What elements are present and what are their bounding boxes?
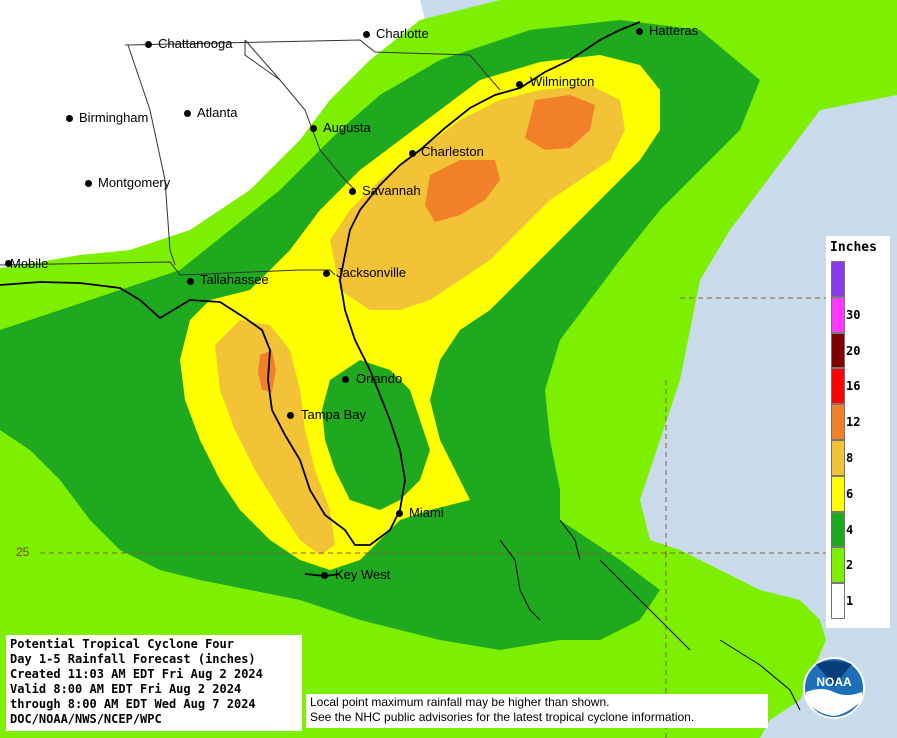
legend-tick-label: 8 [846, 450, 854, 465]
legend-tick-label: 2 [846, 558, 854, 573]
legend-tick-label: 1 [846, 594, 854, 609]
legend-tick-label: 20 [846, 343, 861, 358]
rain-zone-8-12-ga-sc [425, 160, 500, 222]
city-label-tallahassee: Tallahassee [200, 272, 269, 287]
noaa-logo: NOAA [803, 657, 865, 719]
city-dot-hatteras [636, 28, 643, 35]
rain-zone-6-8-west-fl [215, 320, 335, 555]
rain-zone-8-12-fl-bigbend [258, 350, 276, 392]
city-dot-charlotte [363, 31, 370, 38]
legend-tick-label: 30 [846, 307, 861, 322]
city-label-orlando: Orlando [356, 371, 403, 386]
legend-title: Inches [830, 240, 877, 255]
legend-swatch [831, 261, 845, 297]
info-line-through: through 8:00 AM EDT Wed Aug 7 2024 [10, 697, 256, 711]
legend-tick-label: 16 [846, 379, 861, 394]
city-dot-atlanta [184, 110, 191, 117]
legend-swatch [831, 547, 845, 584]
legend-tick-label: 4 [846, 522, 854, 537]
city-dot-savannah [349, 188, 356, 195]
city-dot-charleston [409, 150, 416, 157]
city-label-birmingham: Birmingham [79, 110, 149, 125]
city-dot-wilmington [516, 81, 523, 88]
city-label-charlotte: Charlotte [376, 26, 429, 41]
rainfall-legend: Inches 1 2 4 6 8 12 16 20 30 [826, 236, 890, 628]
city-dot-tampa-bay [287, 412, 294, 419]
city-dot-augusta [310, 125, 317, 132]
city-dot-birmingham [66, 115, 73, 122]
legend-tick-label: 12 [846, 415, 861, 430]
legend-swatch [831, 332, 845, 369]
city-dot-montgomery [85, 180, 92, 187]
city-label-wilmington: Wilmington [530, 74, 595, 89]
city-label-charleston: Charleston [421, 144, 484, 159]
info-line-storm: Potential Tropical Cyclone Four [10, 637, 234, 651]
city-label-atlanta: Atlanta [197, 105, 238, 120]
legend-swatch [831, 404, 845, 440]
noaa-logo-text: NOAA [816, 675, 852, 689]
info-line-valid: Valid 8:00 AM EDT Fri Aug 2 2024 [10, 682, 242, 696]
city-label-mobile: Mobile [10, 256, 49, 271]
city-dot-miami [396, 510, 403, 517]
land-no-rain [0, 0, 430, 268]
legend-swatch [831, 440, 845, 476]
city-label-miami: Miami [409, 505, 444, 520]
legend-swatch [831, 511, 845, 548]
legend-swatch [831, 296, 845, 333]
city-label-hatteras: Hatteras [649, 23, 699, 38]
city-label-montgomery: Montgomery [98, 175, 171, 190]
info-line-created: Created 11:03 AM EDT Fri Aug 2 2024 [10, 667, 263, 681]
info-line-product: Day 1-5 Rainfall Forecast (inches) [10, 652, 256, 666]
latitude-label: 25 [16, 545, 30, 559]
city-dot-jacksonville [323, 270, 330, 277]
city-label-tampa-bay: Tampa Bay [301, 407, 367, 422]
city-dot-mobile [5, 260, 12, 267]
city-dot-chattanooga [145, 41, 152, 48]
legend-swatch [831, 368, 845, 405]
bahamas-islands [499, 519, 801, 711]
legend-swatch [831, 583, 845, 619]
city-dot-key-west [321, 572, 328, 579]
city-label-augusta: Augusta [323, 120, 371, 135]
city-label-savannah: Savannah [362, 183, 421, 198]
legend-tick-label: 6 [846, 486, 854, 501]
city-label-jacksonville: Jacksonville [336, 265, 407, 280]
disclaimer-line-1: Local point maximum rainfall may be high… [310, 695, 610, 709]
city-label-key-west: Key West [335, 567, 391, 582]
city-dot-tallahassee [187, 278, 194, 285]
forecast-info-box: Potential Tropical Cyclone Four Day 1-5 … [6, 635, 302, 731]
rain-zone-8-12-nc [525, 95, 595, 150]
city-label-chattanooga: Chattanooga [158, 36, 233, 51]
disclaimer-line-2: See the NHC public advisories for the la… [310, 710, 695, 724]
disclaimer-box: Local point maximum rainfall may be high… [306, 694, 768, 728]
city-dot-orlando [342, 376, 349, 383]
info-line-agency: DOC/NOAA/NWS/NCEP/WPC [10, 712, 162, 726]
legend-swatch [831, 475, 845, 512]
